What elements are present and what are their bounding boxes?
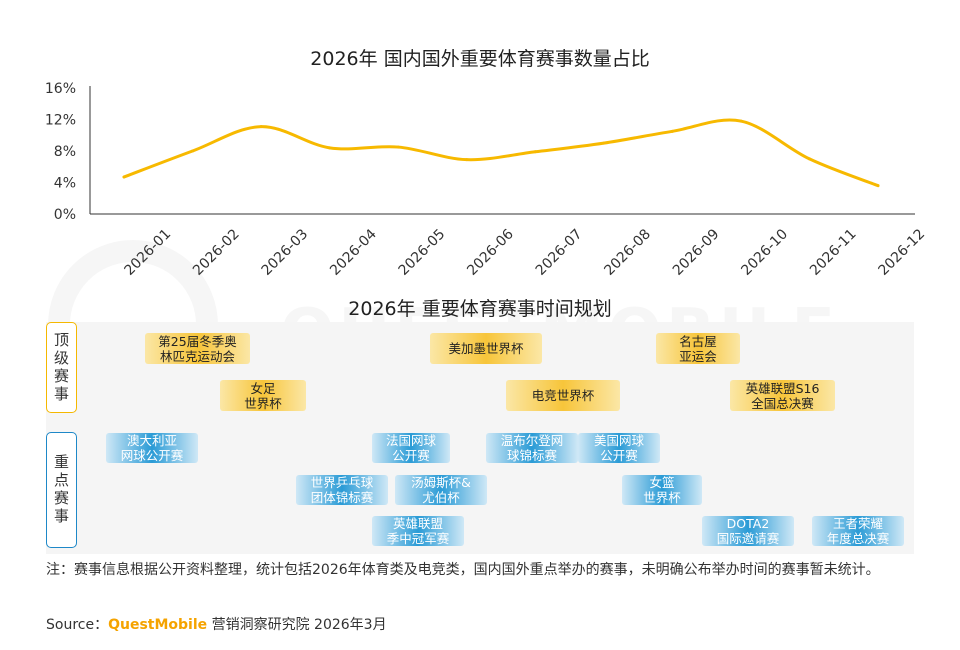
data-point [191,149,195,153]
x-tick-label: 2026-12 [876,226,929,279]
event-key-australian-open: 澳大利亚 网球公开赛 [106,433,198,463]
x-tick-label: 2026-11 [807,226,860,279]
event-key-lol-msi: 英雄联盟 季中冠军赛 [372,516,464,546]
x-tick-label: 2026-01 [122,226,175,279]
x-tick-label: 2026-02 [190,226,243,279]
event-key-wimbledon: 温布尔登网 球锦标赛 [486,433,578,463]
data-point [396,145,400,149]
data-point [876,184,880,188]
event-top-asian-games: 名古屋 亚运会 [656,333,740,364]
source-brand: QuestMobile [108,617,208,633]
event-top-lol-s16: 英雄联盟S16 全国总决赛 [730,380,835,411]
event-key-table-tennis: 世界乒乓球 团体锦标赛 [296,475,388,505]
event-key-kpl-finals: 王者荣耀 年度总决赛 [812,516,904,546]
event-top-world-cup: 美加墨世界杯 [430,333,542,364]
footnote: 注：赛事信息根据公开资料整理，统计包括2026年体育类及电竞类，国内国外重点举办… [46,562,880,578]
event-top-esports-world-cup: 电竞世界杯 [506,380,620,411]
chart-title: 2026年 国内国外重要体育赛事数量占比 [310,48,650,70]
x-tick-label: 2026-08 [601,226,654,279]
event-top-winter-olympics: 第25届冬季奥 林匹克运动会 [145,333,250,364]
data-point [602,141,606,145]
y-tick-label: 8% [54,144,76,160]
data-point [259,125,263,129]
source-line: Source：QuestMobile 营销洞察研究院 2026年3月 [46,614,387,634]
source-rest: 营销洞察研究院 2026年3月 [207,617,387,633]
event-key-thomas-uber-cup: 汤姆斯杯& 尤伯杯 [395,475,487,505]
timeline-title: 2026年 重要体育赛事时间规划 [348,298,612,320]
y-tick-label: 4% [54,176,76,192]
event-key-dota2-ti: DOTA2 国际邀请赛 [702,516,794,546]
data-point [122,175,126,179]
x-tick-label: 2026-09 [670,226,723,279]
data-point [328,146,332,150]
data-point [807,157,811,161]
event-key-french-open: 法国网球 公开赛 [372,433,450,463]
x-tick-label: 2026-03 [259,226,312,279]
line-chart: 0% 4% 8% 12% 16% 2026-01 2026-02 2026-03 2026-04… [45,81,929,279]
data-point [739,119,743,123]
y-tick-label: 0% [54,207,76,223]
source-label: Source： [46,617,109,633]
x-tick-label: 2026-06 [464,226,517,279]
x-tick-label: 2026-04 [327,226,380,279]
event-key-womens-basketball: 女篮 世界杯 [622,475,702,505]
data-point [533,150,537,154]
x-tick-label: 2026-07 [533,226,586,279]
x-tick-label: 2026-10 [738,226,791,279]
event-top-womens-world-cup: 女足 世界杯 [220,380,306,411]
category-key-events: 重点赛事 [46,432,77,548]
x-tick-label: 2026-05 [396,226,449,279]
event-key-us-open: 美国网球 公开赛 [578,433,660,463]
y-tick-label: 16% [45,81,76,97]
data-point [670,129,674,133]
data-point [465,158,469,162]
category-top-events: 顶级赛事 [46,322,77,413]
series-line [122,118,880,188]
y-tick-label: 12% [45,113,76,129]
